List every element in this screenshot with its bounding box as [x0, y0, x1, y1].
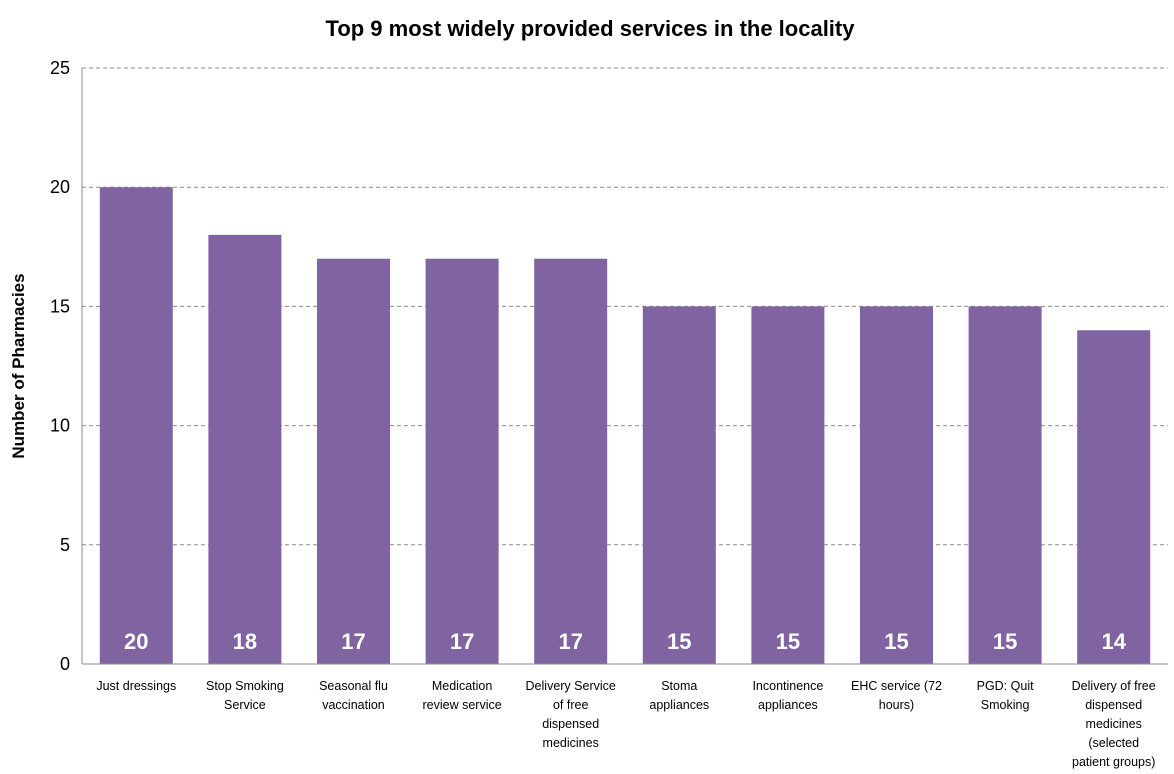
x-tick-label-line: Service: [224, 698, 266, 712]
x-tick-label-line: (selected: [1088, 736, 1139, 750]
x-tick-label-line: PGD: Quit: [977, 679, 1034, 693]
y-axis-label: Number of Pharmacies: [9, 273, 28, 458]
data-label: 15: [776, 629, 800, 654]
y-tick-label: 10: [50, 416, 70, 436]
x-tick-label: Incontinence appliances: [752, 679, 823, 712]
bar: [969, 306, 1042, 664]
x-tick-label-line: Delivery of free: [1072, 679, 1156, 693]
x-tick-label: Seasonal flu vaccination: [319, 679, 388, 712]
x-tick-label: Delivery of free dispensed medicines (selec…: [1072, 679, 1156, 769]
x-tick-label-line: of free: [553, 698, 588, 712]
x-tick-label: Medication review service: [423, 679, 502, 712]
x-tick-label-line: Stoma: [661, 679, 697, 693]
data-label: 17: [558, 629, 582, 654]
y-tick-label: 5: [60, 535, 70, 555]
bar: [1077, 330, 1150, 664]
x-tick-label: Just dressings: [96, 679, 176, 693]
y-tick-label: 0: [60, 654, 70, 674]
x-tick-label-line: Incontinence: [752, 679, 823, 693]
x-tick-label: EHC service (72 hours): [851, 679, 942, 712]
x-tick-label-line: medicines: [543, 736, 599, 750]
data-label: 14: [1101, 629, 1126, 654]
x-tick-label-line: review service: [423, 698, 502, 712]
x-tick-label: Stop Smoking Service: [206, 679, 284, 712]
x-tick-label-line: hours): [879, 698, 914, 712]
bar: [426, 259, 499, 664]
x-tick-label-line: Medication: [432, 679, 492, 693]
x-tick-label-line: Just dressings: [96, 679, 176, 693]
category-labels: Just dressings Stop Smoking Service Seasona…: [96, 679, 1155, 769]
x-tick-label-line: Stop Smoking: [206, 679, 284, 693]
x-tick-label-line: Smoking: [981, 698, 1030, 712]
bar: [100, 187, 173, 664]
x-tick-label-line: appliances: [758, 698, 818, 712]
y-tick-label: 15: [50, 296, 70, 316]
data-label: 18: [233, 629, 257, 654]
x-tick-label: Stoma appliances: [649, 679, 709, 712]
y-tick-label: 25: [50, 58, 70, 78]
bar: [208, 235, 281, 664]
x-tick-label-line: dispensed: [1085, 698, 1142, 712]
x-tick-label-line: patient groups): [1072, 755, 1155, 769]
x-tick-label: PGD: Quit Smoking: [977, 679, 1034, 712]
bar: [860, 306, 933, 664]
x-tick-label: Delivery Service of free dispensed medicine…: [526, 679, 616, 750]
y-axis-ticks: 0 5 10 15 20 25: [50, 58, 70, 674]
x-tick-label-line: EHC service (72: [851, 679, 942, 693]
x-tick-label-line: Seasonal flu: [319, 679, 388, 693]
data-label: 15: [993, 629, 1017, 654]
x-tick-label-line: appliances: [649, 698, 709, 712]
x-tick-label-line: vaccination: [322, 698, 385, 712]
bar: [751, 306, 824, 664]
bar: [643, 306, 716, 664]
x-tick-label-line: dispensed: [542, 717, 599, 731]
data-label: 17: [341, 629, 365, 654]
x-tick-label-line: medicines: [1086, 717, 1142, 731]
bar: [317, 259, 390, 664]
data-label: 15: [667, 629, 691, 654]
data-label: 15: [884, 629, 908, 654]
data-label: 17: [450, 629, 474, 654]
x-tick-label-line: Delivery Service: [526, 679, 616, 693]
bar: [534, 259, 607, 664]
y-tick-label: 20: [50, 177, 70, 197]
chart-title: Top 9 most widely provided services in t…: [326, 16, 856, 41]
data-label: 20: [124, 629, 148, 654]
